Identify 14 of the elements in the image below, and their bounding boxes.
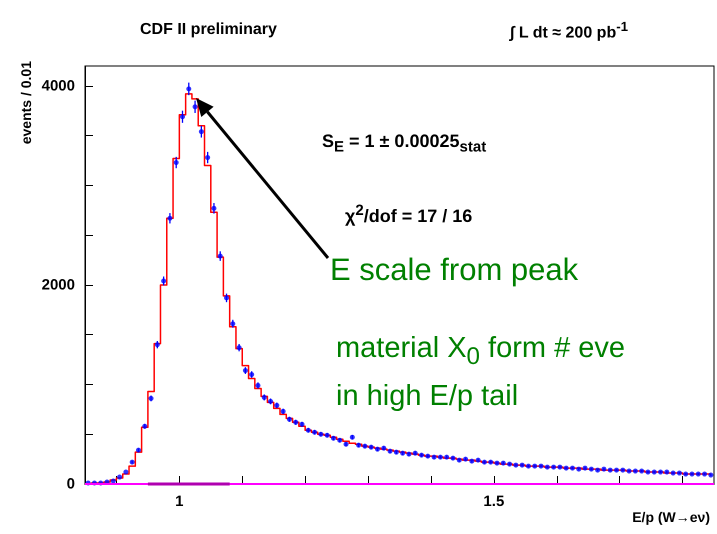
annotation: material X$_{0}$ form # eve bbox=[336, 332, 626, 370]
x-axis-title: E/p (W→eν) bbox=[632, 509, 710, 525]
y-tick-label: 4000 bbox=[42, 77, 75, 94]
chart-title: CDF II preliminary bbox=[140, 21, 277, 38]
y-tick-label: 2000 bbox=[42, 276, 75, 294]
x-tick-label: 1 bbox=[175, 493, 184, 510]
y-axis-title: events / 0.01 bbox=[18, 60, 34, 144]
annotation: E scale from peak bbox=[330, 252, 578, 287]
y-tick-label: 0 bbox=[66, 476, 75, 492]
x-tick-label: 1.5 bbox=[483, 493, 504, 510]
annotation: in high E/p tail bbox=[336, 380, 518, 412]
annotation: S$_{E}$ = 1 ± 0.00025$_{stat}$ bbox=[322, 131, 486, 156]
annotation: χ$^{2}$/dof = 17 / 16 bbox=[345, 202, 472, 226]
chart-subtitle: ∫ L dt ≈ 200 pb$^{-1}$ bbox=[510, 19, 628, 42]
